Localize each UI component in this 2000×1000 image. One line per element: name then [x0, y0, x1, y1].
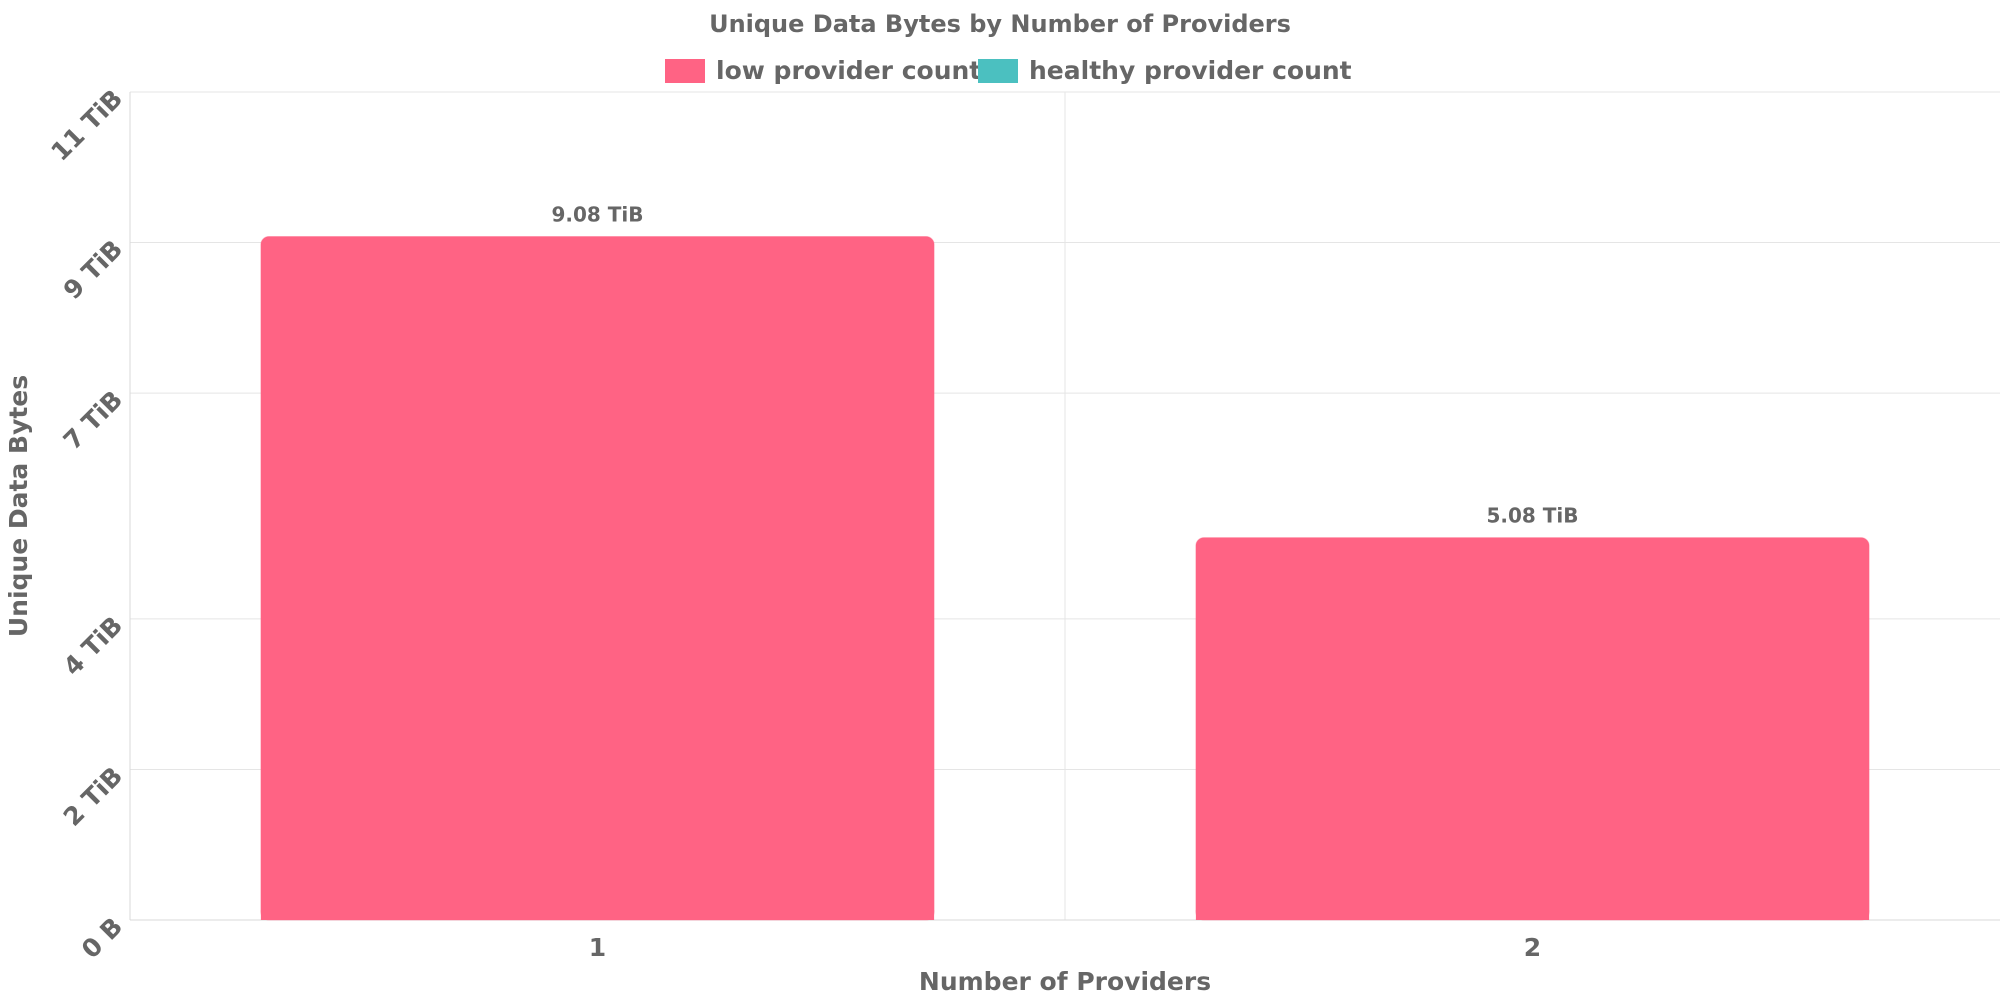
legend-label-low-provider-count: low provider count: [716, 56, 981, 85]
x-tick-label: 1: [589, 933, 606, 962]
bar: [260, 236, 935, 921]
legend-item-healthy-provider-count[interactable]: healthy provider count: [978, 56, 1352, 85]
bar-base: [1195, 910, 1870, 920]
y-tick-label: 9 TiB: [58, 234, 129, 305]
bar-value-label: 5.08 TiB: [1486, 504, 1578, 528]
data-labels: 9.08 TiB 5.08 TiB: [551, 203, 1578, 528]
x-tick-label: 2: [1524, 933, 1541, 962]
chart-title: Unique Data Bytes by Number of Providers: [709, 10, 1291, 38]
bar: [1195, 537, 1870, 921]
legend-swatch-low-provider-count: [665, 59, 705, 83]
y-tick-label: 2 TiB: [58, 761, 129, 832]
legend-swatch-healthy-provider-count: [978, 59, 1018, 83]
y-tick-label: 0 B: [76, 912, 128, 964]
legend: low provider count healthy provider coun…: [665, 56, 1352, 85]
bar-value-label: 9.08 TiB: [551, 203, 643, 227]
x-axis-title: Number of Providers: [919, 967, 1211, 996]
legend-item-low-provider-count[interactable]: low provider count: [665, 56, 981, 85]
y-tick-label: 11 TiB: [45, 84, 128, 167]
bars: [260, 236, 1870, 921]
y-axis-ticks: 0 B 2 TiB 4 TiB 7 TiB 9 TiB 11 TiB: [45, 84, 128, 964]
y-axis-title: Unique Data Bytes: [4, 375, 33, 637]
y-tick-label: 4 TiB: [58, 611, 129, 682]
legend-label-healthy-provider-count: healthy provider count: [1029, 56, 1352, 85]
y-tick-label: 7 TiB: [58, 385, 129, 456]
bar-base: [260, 910, 935, 920]
